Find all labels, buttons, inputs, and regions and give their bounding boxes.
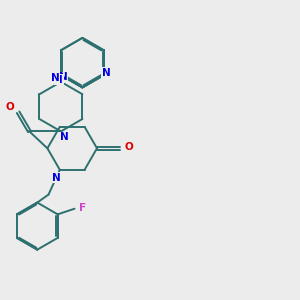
Text: N: N bbox=[60, 132, 69, 142]
Text: O: O bbox=[124, 142, 133, 152]
Text: N: N bbox=[52, 173, 61, 183]
Text: N: N bbox=[102, 68, 110, 78]
Text: F: F bbox=[79, 202, 86, 213]
Text: N: N bbox=[54, 75, 63, 85]
Text: N: N bbox=[51, 74, 60, 83]
Text: N: N bbox=[59, 72, 68, 82]
Text: O: O bbox=[6, 102, 15, 112]
